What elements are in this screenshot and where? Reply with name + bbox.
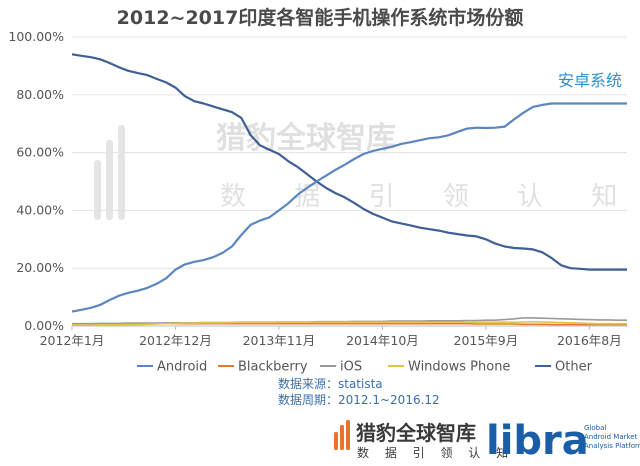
legend-label: Android [157,360,207,375]
legend-label: Other [555,360,593,375]
x-tick-label: 2012年1月 [40,333,105,348]
libra-logo: libra [486,418,589,464]
chart-title: 2012~2017印度各智能手机操作系统市场份额 [117,6,524,29]
y-tick-label: 40.00% [16,202,64,217]
source-line: 数据来源：statista [278,376,383,391]
watermark-subtext: 数 据 引 领 认 知 [220,182,637,212]
y-tick-label: 100.00% [8,29,64,44]
watermark-text: 猎豹全球智库 [216,121,396,156]
legend-label: Blackberry [238,360,308,375]
brand-logo-icon [334,420,350,450]
libra-tagline-2: Android Market [584,433,638,441]
y-tick-label: 60.00% [16,145,64,160]
legend: Android Blackberry iOS Windows Phone Other [137,360,593,375]
y-tick-label: 20.00% [16,260,64,275]
brand-logo: 猎豹全球智库 数 据 引 领 认 知 libra Global Android … [334,418,640,464]
legend-label: Windows Phone [408,360,510,375]
y-tick-label: 80.00% [16,87,64,102]
x-tick-label: 2016年8月 [557,333,622,348]
brand-tagline: 数 据 引 领 认 知 [357,445,514,460]
watermark: 猎豹全球智库 数 据 引 领 认 知 [94,121,637,220]
android-annotation: 安卓系统 [558,71,622,90]
series-line-windows-phone [72,320,627,326]
x-tick-label: 2012年12月 [139,333,212,348]
libra-tagline-3: Analysis Platform [584,442,640,450]
series-line-other [71,53,627,271]
series-lines [71,53,627,326]
libra-tagline-1: Global [584,424,606,432]
period-line: 数据周期：2012.1~2016.12 [278,392,440,407]
brand-name: 猎豹全球智库 [356,421,476,445]
x-axis: 2012年1月 2012年12月 2013年11月 2014年10月 2015年9月 20… [40,325,627,348]
watermark-logo-icon [94,125,125,220]
x-tick-label: 2015年9月 [454,333,519,348]
y-axis: 0.00% 20.00% 40.00% 60.00% 80.00% 100.00% [8,29,64,333]
series-line-android [71,102,627,313]
y-tick-label: 0.00% [24,318,64,333]
x-tick-label: 2013年11月 [243,333,316,348]
legend-label: iOS [340,360,362,375]
x-tick-label: 2014年10月 [346,333,419,348]
